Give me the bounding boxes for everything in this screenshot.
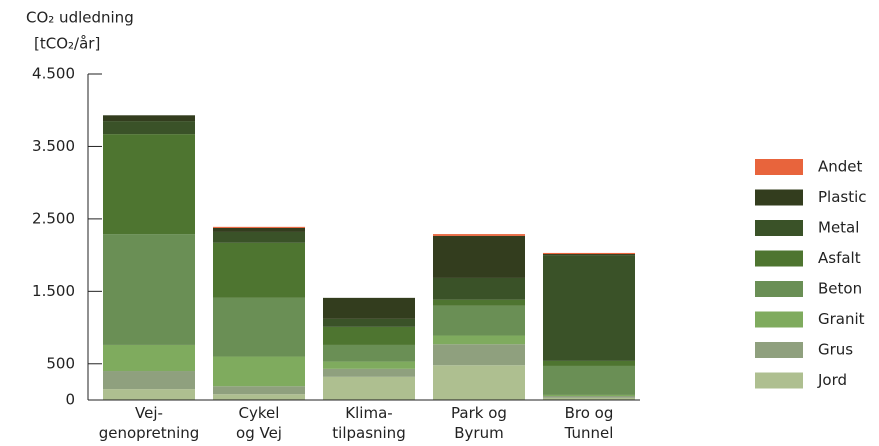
bar-segment [433, 234, 525, 236]
legend-swatch [755, 159, 803, 175]
bar-segment [543, 360, 635, 366]
x-tick-label: Park og Byrum [451, 404, 507, 442]
x-tick-label: Klima-tilpasning [332, 404, 405, 442]
bar-segment [213, 227, 305, 232]
bar-segment [213, 226, 305, 228]
legend-swatch [755, 220, 803, 236]
y-axis-title: CO₂ udledning [26, 9, 134, 27]
bar-segment [103, 121, 195, 135]
y-tick-label: 2.500 [32, 209, 75, 227]
bar-segment [433, 305, 525, 336]
legend-label: Grus [818, 341, 853, 359]
bar-segment [543, 365, 635, 395]
y-tick-label: 1.500 [32, 282, 75, 300]
legend-label: Andet [818, 158, 863, 176]
legend-swatch [755, 189, 803, 206]
bar-segment [323, 344, 415, 362]
legend-swatch [755, 250, 803, 267]
y-axis-unit: [tCO₂/år] [34, 35, 100, 53]
legend-label: Asfalt [818, 249, 861, 267]
bar-segment [543, 396, 635, 398]
legend-swatch [755, 281, 803, 297]
bar-segment [213, 242, 305, 298]
bar-segment [543, 397, 635, 400]
bar-segment [103, 134, 195, 235]
bar-segment [543, 255, 635, 361]
legend-label: Metal [818, 219, 859, 237]
bar-segment [543, 394, 635, 397]
legend-swatch [755, 311, 803, 328]
x-tick-label: Cykel og Vej [236, 404, 282, 442]
bar-segment [433, 235, 525, 278]
bar-segment [103, 115, 195, 122]
legend-label: Granit [818, 310, 865, 328]
x-tick-label: Vej-genopretning [99, 404, 200, 442]
bar-segment [103, 371, 195, 390]
bar-segment [433, 365, 525, 400]
legend-label: Jord [817, 371, 847, 389]
bar-segment [323, 297, 415, 319]
bar-segment [103, 234, 195, 345]
bar-segment [433, 335, 525, 345]
bar-segment [323, 326, 415, 345]
bar-segment [213, 386, 305, 395]
bar-segment [213, 297, 305, 357]
y-tick-label: 3.500 [32, 137, 75, 155]
bar-segment [543, 252, 635, 255]
bar-segment [103, 344, 195, 372]
y-tick-label: 500 [46, 354, 75, 372]
bar-segment [323, 368, 415, 377]
y-tick-label: 0 [65, 391, 75, 409]
bar-segment [433, 277, 525, 300]
bar-segment [433, 299, 525, 306]
y-tick-label: 4.500 [32, 65, 75, 83]
bar-segment [213, 231, 305, 243]
legend-label: Beton [818, 280, 862, 298]
bar-segment [213, 356, 305, 387]
bar-segment [543, 254, 635, 256]
legend-swatch [755, 342, 803, 358]
legend-label: Plastic [818, 188, 867, 206]
bar-segment [433, 344, 525, 366]
bar-segment [323, 376, 415, 400]
x-tick-label: Bro og Tunnel [564, 404, 614, 442]
bar-segment [103, 389, 195, 400]
bar-segment [213, 394, 305, 400]
legend-swatch [755, 372, 803, 389]
bar-segment [323, 318, 415, 327]
bar-segment [323, 361, 415, 369]
